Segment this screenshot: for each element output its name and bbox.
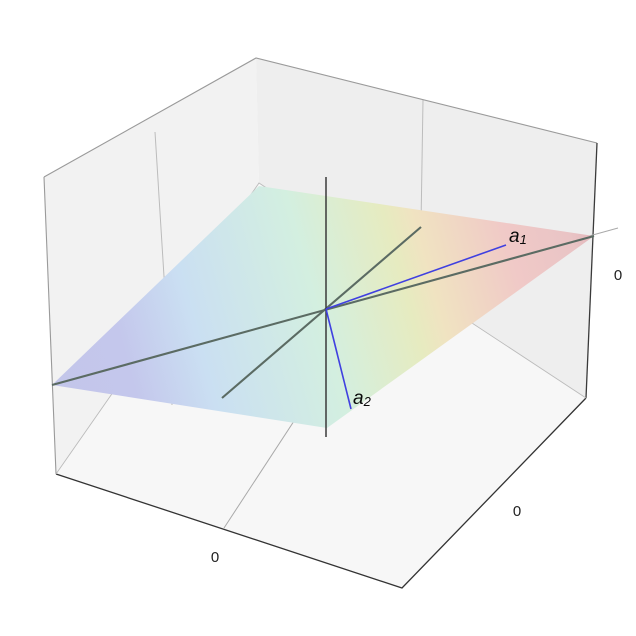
svg-text:0: 0 (211, 549, 219, 566)
svg-text:0: 0 (614, 267, 622, 284)
svg-text:0: 0 (513, 503, 521, 520)
